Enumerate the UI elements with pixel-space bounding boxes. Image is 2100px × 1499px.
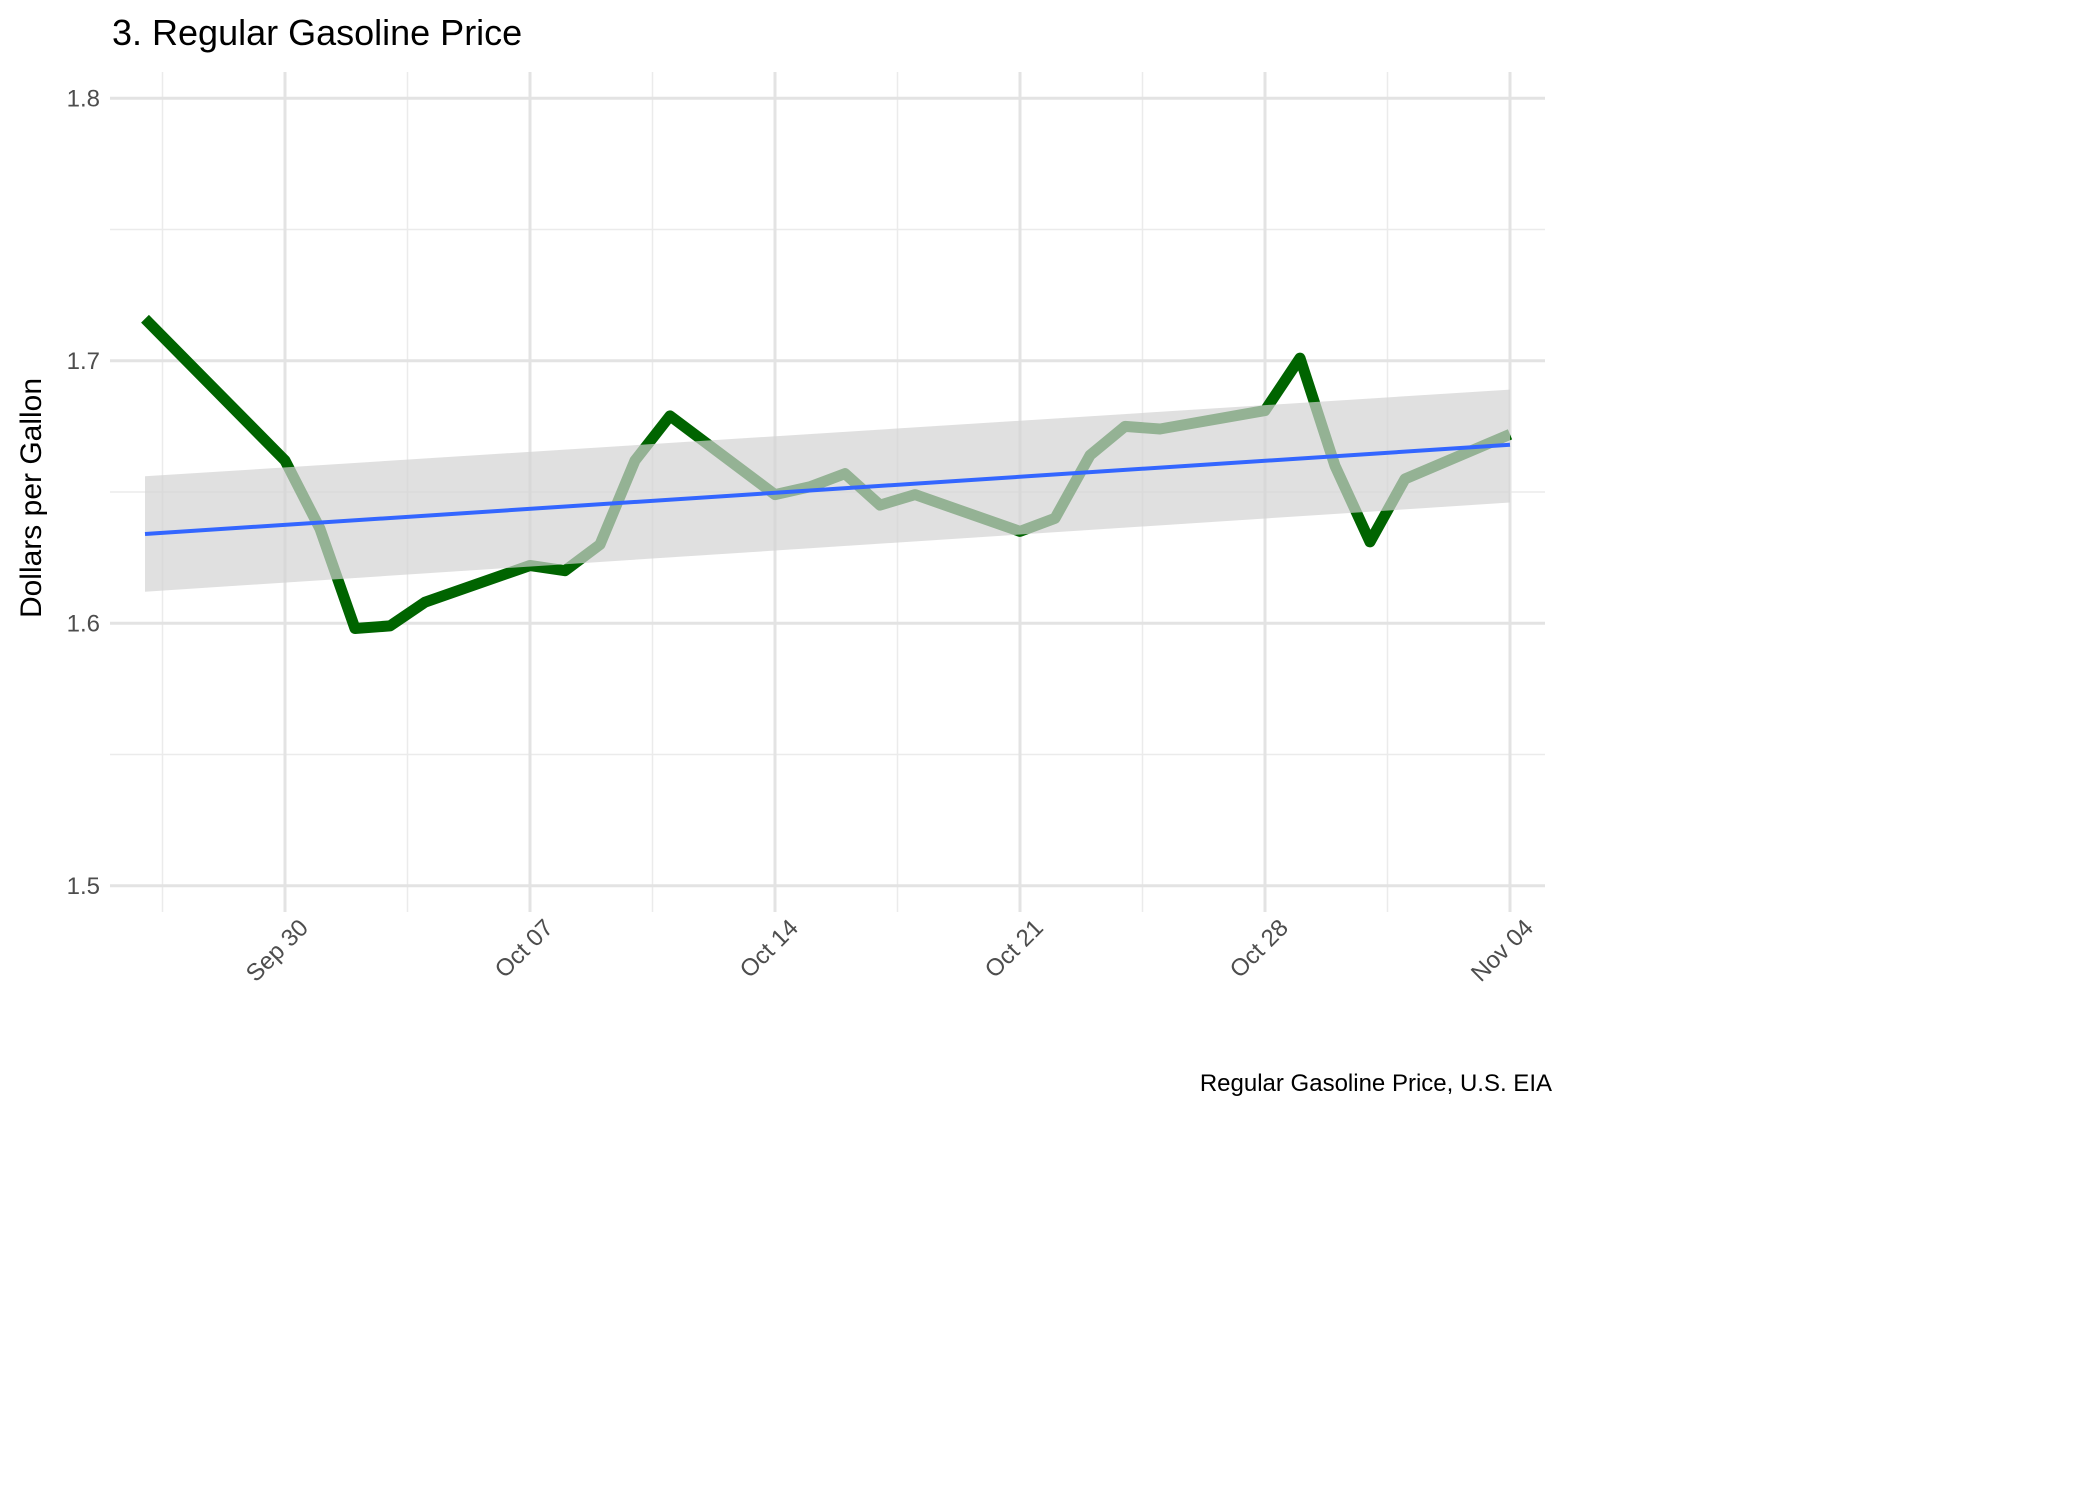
y-tick-label: 1.8 [67, 85, 100, 112]
x-tick-label: Nov 04 [1466, 914, 1539, 987]
y-tick-label: 1.6 [67, 610, 100, 637]
chart-title: 3. Regular Gasoline Price [112, 12, 523, 53]
chart-plot-svg: 1.5 1.6 1.7 1.8 Sep 30 Oct 07 Oct 14 Oct 21 Oct … [67, 72, 1545, 987]
gasoline-price-chart: 3. Regular Gasoline Price Dollars per Ga… [15, 12, 1552, 1097]
trend-line [144, 442, 1511, 536]
x-tick-label: Oct 14 [735, 914, 804, 983]
x-tick-label: Oct 07 [490, 914, 559, 983]
x-tick-label: Sep 30 [241, 914, 314, 987]
y-tick-label: 1.5 [67, 873, 100, 900]
y-tick-label: 1.7 [67, 348, 100, 375]
chart-caption: Regular Gasoline Price, U.S. EIA [1199, 1070, 1552, 1097]
x-tick-label: Oct 21 [980, 914, 1049, 983]
x-tick-label: Oct 28 [1225, 914, 1294, 983]
